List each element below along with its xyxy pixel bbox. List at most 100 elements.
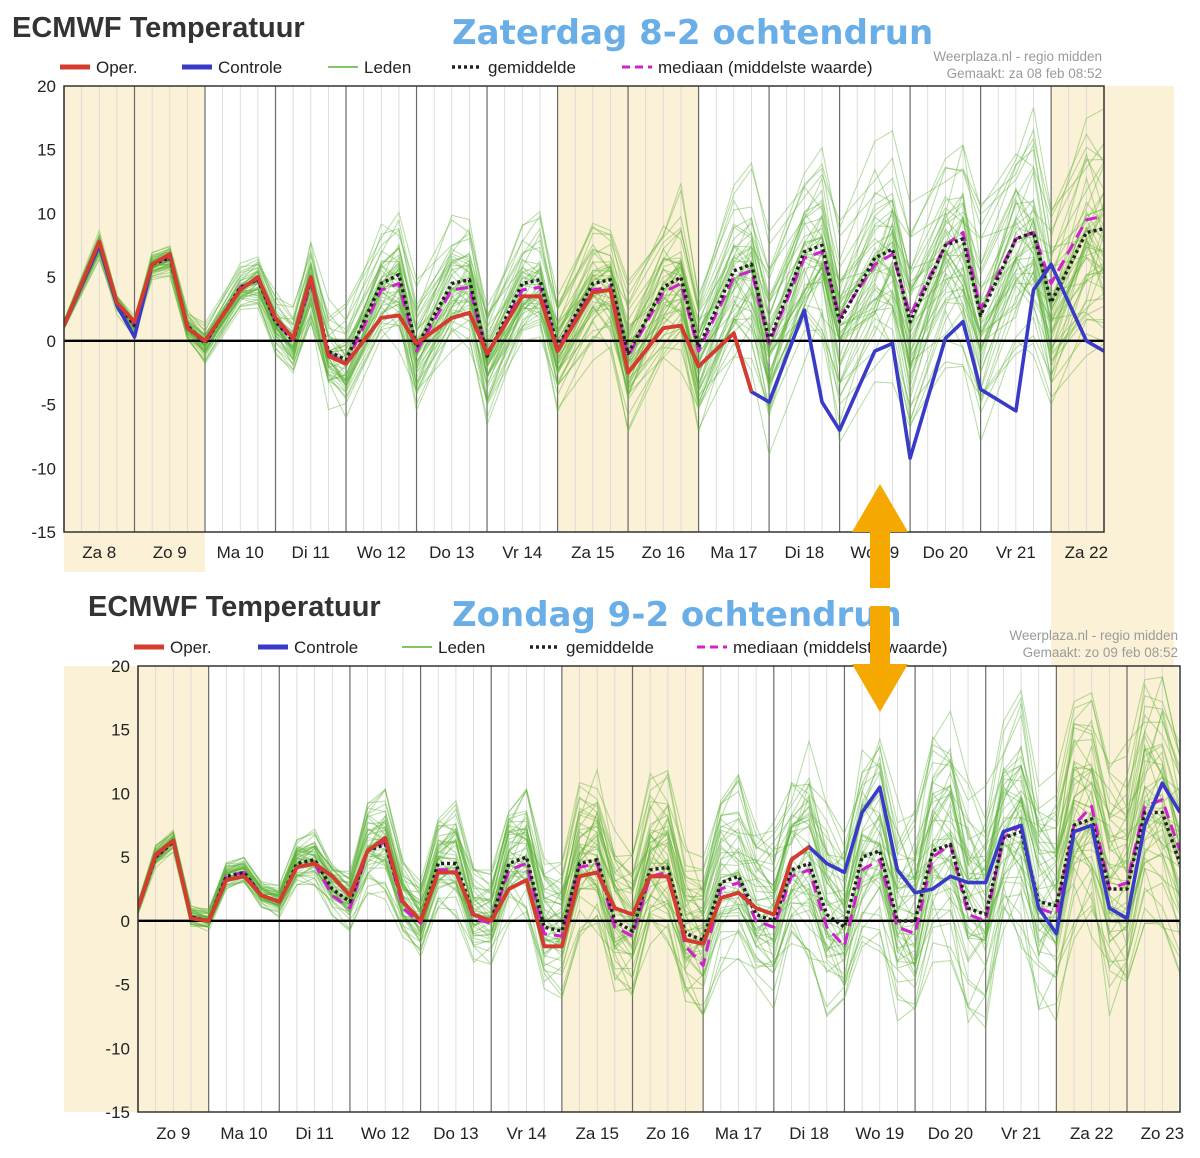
leden-member-line	[138, 748, 1180, 919]
leden-member-line	[138, 689, 1180, 910]
leden-member-line	[138, 833, 1180, 988]
weekend-band	[1127, 666, 1178, 1112]
x-day-label: Do 13	[433, 1124, 478, 1143]
source-label: Weerplaza.nl - regio midden	[1009, 628, 1178, 643]
leden-member-line	[64, 224, 1104, 378]
leden-member-line	[64, 252, 1104, 425]
leden-member-line	[64, 247, 1104, 405]
x-day-label: Di 18	[784, 543, 824, 562]
y-tick-label: -15	[31, 523, 56, 542]
chart-zondag: 20 15 10 5 0 -5 -10 -15 Zo 9 Ma 10 Di 11 Wo 12 Do 1…	[64, 591, 1184, 1143]
leden-member-line	[138, 760, 1180, 927]
mediaan-line	[138, 798, 1180, 967]
series-lines	[138, 781, 1180, 967]
leden-member-line	[138, 846, 1180, 1022]
legend-label: mediaan (middelste waarde)	[733, 638, 948, 657]
x-day-label: Wo 12	[357, 543, 406, 562]
leden-member-line	[138, 714, 1180, 914]
x-day-label: Za 15	[575, 1124, 618, 1143]
leden-member-line	[138, 711, 1180, 919]
leden-member-line	[64, 252, 1104, 433]
leden-member-line	[64, 144, 1104, 328]
leden-member-line	[138, 851, 1180, 1025]
run-label: Zondag 9-2 ochtendrun	[452, 595, 902, 635]
x-day-label: Do 20	[928, 1124, 973, 1143]
run-label: Zaterdag 8-2 ochtendrun	[452, 13, 933, 53]
leden-member-line	[138, 834, 1180, 976]
leden-member-line	[138, 767, 1180, 924]
leden-member-line	[64, 244, 1104, 392]
x-day-label: Wo 12	[361, 1124, 410, 1143]
leden-member-line	[138, 744, 1180, 919]
leden-member-line	[138, 806, 1180, 965]
x-day-label: Zo 23	[1141, 1124, 1184, 1143]
y-tick-label: -10	[105, 1039, 130, 1058]
x-day-label: Za 22	[1070, 1124, 1113, 1143]
leden-member-line	[138, 823, 1180, 980]
y-tick-label: 10	[111, 784, 130, 803]
leden-member-line	[138, 792, 1180, 937]
leden-member-line	[64, 232, 1104, 396]
leden-member-line	[138, 809, 1180, 971]
leden-member-line	[138, 694, 1180, 911]
arrow-down-icon	[852, 606, 908, 712]
y-tick-label: 5	[47, 268, 56, 287]
legend-item: mediaan (middelste waarde)	[622, 58, 873, 77]
created-label: Gemaakt: zo 09 feb 08:52	[1023, 645, 1178, 660]
x-day-label: Do 20	[923, 543, 968, 562]
x-day-label: Vr 21	[996, 543, 1036, 562]
leden-member-line	[64, 250, 1104, 389]
leden-member-line	[138, 850, 1180, 1023]
legend-label: Leden	[364, 58, 411, 77]
legend: Oper. Controle Leden gemiddelde mediaan (mid…	[60, 58, 873, 77]
x-day-labels: Zo 9 Ma 10 Di 11 Wo 12 Do 13 Vr 14 Za 15 Zo 16 M…	[156, 1124, 1184, 1143]
x-day-labels: Za 8 Zo 9 Ma 10 Di 11 Wo 12 Do 13 Vr 14 Za 15 Zo…	[82, 543, 1108, 562]
legend-label: Controle	[218, 58, 282, 77]
x-day-label: Ma 17	[710, 543, 757, 562]
x-day-label: Ma 10	[217, 543, 264, 562]
chart-title: ECMWF Temperatuur	[88, 591, 381, 623]
leden-member-line	[64, 238, 1104, 388]
x-day-label: Vr 21	[1001, 1124, 1041, 1143]
leden-member-line	[64, 193, 1104, 358]
leden-member-line	[138, 828, 1180, 989]
leden-member-line	[138, 846, 1180, 997]
y-tick-label: 5	[121, 848, 130, 867]
chart-zaterdag: 20 15 10 5 0 -5 -10 -15 Za 8 Zo 9 Ma 10 Di 11 Wo 12…	[12, 12, 1174, 1112]
x-day-label: Vr 14	[502, 543, 542, 562]
series-lines	[64, 214, 1104, 460]
oper-line	[138, 836, 811, 949]
plot-frame	[63, 85, 1105, 533]
legend-label: Leden	[438, 638, 485, 657]
leden-member-line	[138, 705, 1180, 914]
leden-member-line	[138, 804, 1180, 978]
y-tick-label: 20	[111, 657, 130, 676]
legend-item: Oper.	[60, 58, 138, 77]
leden-member-line	[64, 257, 1104, 432]
leden-member-line	[64, 133, 1104, 337]
legend-item: gemiddelde	[530, 638, 654, 657]
legend-label: gemiddelde	[488, 58, 576, 77]
leden-member-line	[64, 192, 1104, 355]
x-day-label: Zo 16	[646, 1124, 689, 1143]
leden-member-line	[138, 675, 1180, 913]
legend-label: mediaan (middelste waarde)	[658, 58, 873, 77]
x-day-label: Zo 9	[156, 1124, 190, 1143]
leden-member-line	[138, 734, 1180, 919]
leden-member-line	[64, 108, 1104, 324]
plot-frame	[137, 665, 1181, 1113]
leden-member-line	[64, 157, 1104, 341]
x-day-label: Wo 19	[855, 1124, 904, 1143]
chart-title: ECMWF Temperatuur	[12, 12, 305, 44]
leden-member-line	[64, 253, 1104, 412]
leden-member-line	[64, 151, 1104, 342]
legend-item: Leden	[328, 58, 411, 77]
legend-item: Leden	[402, 638, 485, 657]
x-day-label: Za 15	[571, 543, 614, 562]
gridlines	[63, 86, 1105, 532]
leden-member-line	[138, 683, 1180, 912]
legend-label: gemiddelde	[566, 638, 654, 657]
leden-member-line	[64, 107, 1104, 333]
x-day-label: Ma 10	[220, 1124, 267, 1143]
